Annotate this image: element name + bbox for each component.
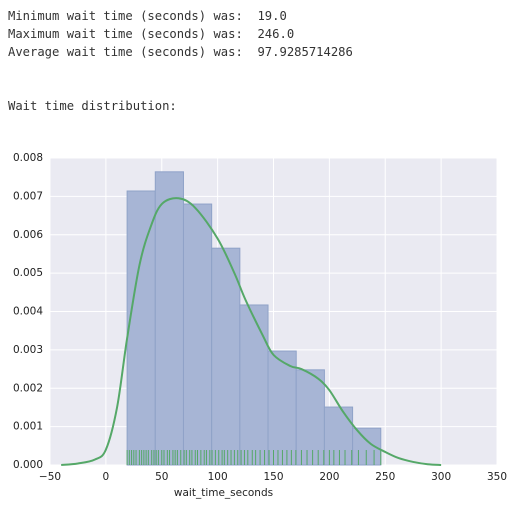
y-tick-label: 0.006 [13, 229, 43, 241]
y-tick-label: 0.004 [13, 306, 43, 318]
x-tick-label: 300 [431, 471, 451, 483]
bar [267, 350, 297, 466]
x-tick-label: 100 [208, 471, 228, 483]
chart: 0.000 0.001 0.002 0.003 0.004 0.005 0.006 0.007… [13, 152, 507, 499]
x-tick-label: 50 [155, 471, 168, 483]
bar [323, 406, 354, 466]
x-tick-label: 150 [263, 471, 283, 483]
bar [154, 171, 184, 466]
output-line: Maximum wait time (seconds) was: 246.0 [8, 27, 295, 41]
heading: Wait time distribution: [8, 99, 177, 113]
bar [126, 190, 156, 466]
x-axis-label: wait_time_seconds [174, 487, 273, 499]
x-tick-label: 250 [375, 471, 395, 483]
y-tick-label: 0.005 [13, 267, 43, 279]
x-tick-label: 200 [319, 471, 339, 483]
x-tick-label: 350 [487, 471, 507, 483]
x-tick-label: 0 [103, 471, 110, 483]
y-tick-label: 0.001 [13, 421, 43, 433]
y-tick-label: 0.007 [13, 190, 43, 202]
output-line: Average wait time (seconds) was: 97.9285… [8, 45, 353, 59]
y-tick-label: 0.000 [13, 459, 43, 471]
y-tick-label: 0.002 [13, 382, 43, 394]
x-tick-label: −50 [39, 471, 61, 483]
output-line: Minimum wait time (seconds) was: 19.0 [8, 9, 287, 23]
y-tick-label: 0.008 [13, 152, 43, 164]
bar [239, 304, 269, 466]
kde-line [61, 197, 442, 466]
bar [295, 369, 325, 466]
bar [211, 247, 241, 466]
bar [182, 203, 213, 466]
y-tick-label: 0.003 [13, 344, 43, 356]
